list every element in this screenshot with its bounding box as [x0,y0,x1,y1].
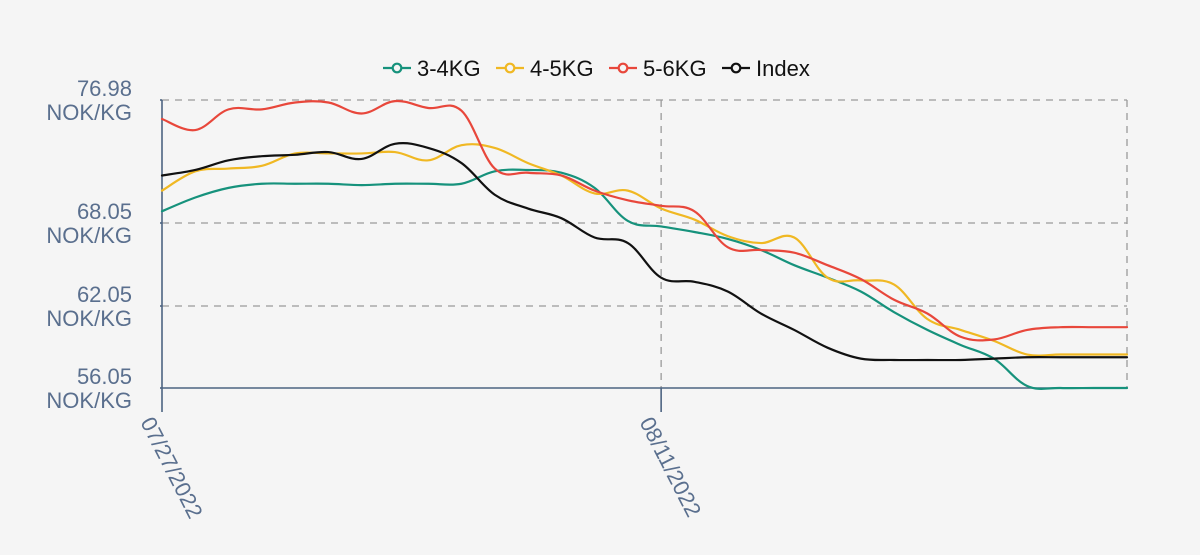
axes [160,99,1127,412]
series-line-5-6kg [160,99,1129,342]
y-tick-unit: NOK/KG [46,306,132,331]
legend-marker-dot [504,62,516,74]
y-axis-ticks: 76.98NOK/KG68.05NOK/KG62.05NOK/KG56.05NO… [46,76,132,413]
legend-item-4-5kg[interactable]: 4-5KG [496,56,594,81]
legend-marker-dot [617,62,629,74]
y-tick-unit: NOK/KG [46,388,132,413]
y-tick-value: 62.05 [77,282,132,307]
legend-label: 5-6KG [643,56,707,81]
x-axis-ticks: 07/27/2022 08/11/2022 [136,413,707,522]
series-line-4-5kg [160,143,1129,357]
x-tick-label: 08/11/2022 [635,413,707,521]
legend-marker-dot [391,62,403,74]
y-tick-value: 68.05 [77,199,132,224]
series-line-index [160,142,1129,362]
y-tick-value: 76.98 [77,76,132,101]
legend-item-5-6kg[interactable]: 5-6KG [609,56,707,81]
y-tick-unit: NOK/KG [46,223,132,248]
legend-label: 4-5KG [530,56,594,81]
y-tick-unit: NOK/KG [46,100,132,125]
legend-item-index[interactable]: Index [722,56,810,81]
series-line-3-4kg [160,168,1129,390]
series-lines [160,99,1129,390]
y-tick-value: 56.05 [77,364,132,389]
x-tick-label: 07/27/2022 [136,413,208,522]
legend-label: 3-4KG [417,56,481,81]
legend-label: Index [756,56,810,81]
legend-marker-dot [730,62,742,74]
grid-lines [162,99,1128,388]
legend-item-3-4kg[interactable]: 3-4KG [383,56,481,81]
chart-legend: 3-4KG 4-5KG 5-6KG Index [383,56,810,81]
